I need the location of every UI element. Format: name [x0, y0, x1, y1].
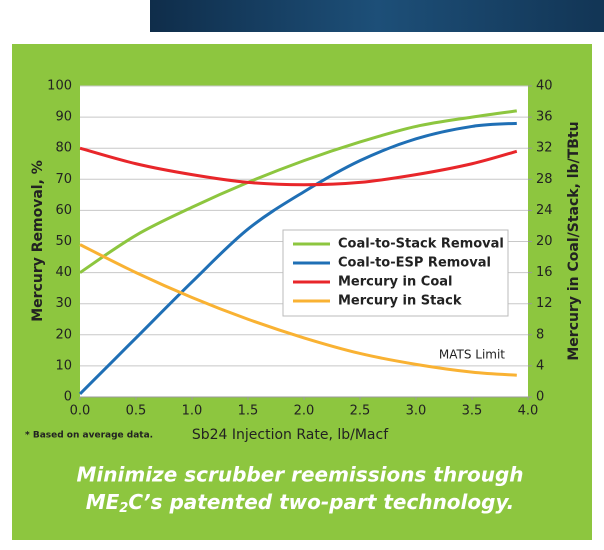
y-tick-label: 90: [55, 110, 72, 125]
legend-label: Mercury in Coal: [338, 275, 452, 290]
y2-tick-label: 4: [536, 358, 544, 373]
y2-tick-label: 40: [536, 79, 553, 94]
x-tick-label: 1.0: [182, 404, 203, 419]
y-tick-label: 10: [55, 358, 72, 373]
y-axis-title: Mercury Removal, %: [30, 160, 46, 322]
x-tick-label: 2.5: [350, 404, 371, 419]
y2-tick-label: 0: [536, 390, 544, 405]
legend-label: Coal-to-ESP Removal: [338, 256, 491, 271]
subtitle: ME2C’s patented two-part technology.: [86, 490, 515, 516]
y2-tick-label: 32: [536, 141, 553, 156]
x-tick-label: 2.0: [294, 404, 315, 419]
header-band: [150, 0, 604, 32]
y-tick-label: 50: [55, 234, 72, 249]
y2-tick-label: 28: [536, 172, 553, 187]
x-axis-title: Sb24 Injection Rate, lb/Macf: [192, 427, 389, 443]
subtitle: Minimize scrubber reemissions through: [77, 463, 524, 487]
y2-tick-label: 12: [536, 296, 553, 311]
chart: Mercury Removal, % Mercury in Coal/Stack…: [0, 0, 604, 550]
x-tick-label: 3.0: [406, 404, 427, 419]
legend-label: Mercury in Stack: [338, 294, 462, 309]
subscript: 2: [119, 501, 128, 516]
legend-label: Coal-to-Stack Removal: [338, 237, 504, 252]
y2-tick-label: 36: [536, 110, 553, 125]
y2-tick-label: 16: [536, 265, 553, 280]
y-tick-label: 40: [55, 265, 72, 280]
annotation: MATS Limit: [439, 348, 505, 362]
subtitle-part: ME: [86, 490, 120, 514]
footnote: * Based on average data.: [25, 431, 153, 441]
y-tick-label: 80: [55, 141, 72, 156]
x-tick-label: 3.5: [462, 404, 483, 419]
x-tick-label: 0.5: [126, 404, 147, 419]
x-tick-label: 4.0: [518, 404, 539, 419]
x-tick-label: 0.0: [70, 404, 91, 419]
y2-tick-label: 20: [536, 234, 553, 249]
y2-tick-label: 8: [536, 327, 544, 342]
y-tick-label: 20: [55, 327, 72, 342]
y-tick-label: 0: [64, 390, 72, 405]
subtitle-part: C’s patented two-part technology.: [128, 490, 514, 514]
y-tick-label: 70: [55, 172, 72, 187]
x-tick-label: 1.5: [238, 404, 259, 419]
y2-tick-label: 24: [536, 203, 553, 218]
y-tick-label: 100: [47, 79, 72, 94]
y2-axis-title: Mercury in Coal/Stack, lb/TBtu: [566, 121, 582, 360]
y-tick-label: 60: [55, 203, 72, 218]
y-tick-label: 30: [55, 296, 72, 311]
